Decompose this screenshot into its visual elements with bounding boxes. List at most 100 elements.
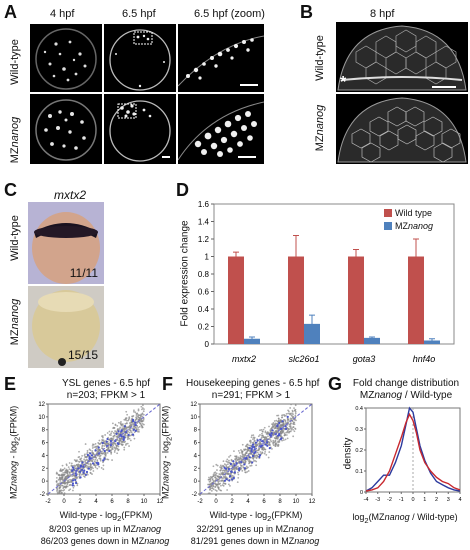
scatter-point (257, 435, 260, 438)
highlight-point (88, 456, 91, 459)
scatter-point (99, 454, 102, 457)
scatter-point (129, 427, 132, 430)
x-tick-label: 0 (214, 499, 218, 505)
highlight-point (75, 474, 78, 477)
x-tick-label: -2 (387, 497, 392, 503)
scatter-point (228, 456, 230, 458)
scatter-point (244, 448, 247, 451)
scatter-point (129, 439, 132, 442)
scatter-point (272, 444, 275, 447)
x-tick-label: -1 (399, 497, 404, 503)
y-tick-label: 6 (194, 441, 198, 447)
scatter-point (94, 458, 97, 461)
highlight-point (122, 438, 125, 441)
scatter-point (58, 474, 61, 476)
highlight-point (281, 420, 284, 423)
scatter-point (229, 472, 232, 475)
density-line (365, 412, 461, 492)
scatter-point (128, 437, 131, 440)
scatter-point (112, 435, 115, 438)
scatter-point (225, 470, 228, 473)
scatter-point (294, 404, 297, 407)
scatter-point (237, 476, 240, 479)
scatter-point (116, 424, 119, 427)
scatter-point (105, 448, 108, 451)
footer-pre: 32/291 genes up in MZ (196, 524, 289, 534)
scatter-point (99, 459, 102, 462)
scatter-point (121, 423, 123, 426)
scatter-point (142, 419, 145, 422)
scatter-point (239, 466, 242, 469)
scatter-point (268, 441, 271, 444)
scatter-point (220, 489, 223, 492)
scatter-point (71, 475, 74, 478)
highlight-point (228, 474, 232, 478)
scatter-point (282, 418, 285, 421)
scatter-point (96, 467, 99, 470)
scatter-point (253, 439, 256, 442)
highlight-point (251, 454, 255, 458)
scatter-point (118, 439, 120, 442)
scatter-point (268, 425, 270, 428)
panel-e-xlabel: Wild-type - log2(FPKM) (46, 510, 166, 523)
scatter-point (125, 410, 128, 413)
bar (304, 323, 320, 344)
scatter-point (115, 430, 118, 433)
scatter-point (249, 465, 252, 467)
scatter-point (268, 451, 271, 453)
highlight-point (117, 430, 120, 433)
scatter-point (210, 485, 213, 488)
scatter-point (96, 452, 99, 455)
scatter-point (120, 443, 123, 446)
scatter-point (74, 460, 77, 463)
y-tick-label: 0.6 (198, 288, 210, 297)
y-tick-label: 0 (360, 490, 363, 496)
scatter-point (236, 481, 239, 484)
highlight-point (71, 469, 74, 472)
y-tick-label: 12 (38, 402, 45, 408)
scatter-point (92, 470, 95, 472)
scatter-point (273, 436, 276, 439)
highlight-point (265, 441, 269, 444)
scatter-point (290, 422, 292, 425)
panel-b-title: 8 hpf (370, 8, 395, 20)
highlight-point (276, 425, 279, 428)
scatter-point (234, 458, 236, 461)
scatter-point (80, 460, 82, 462)
scatter-point (100, 467, 103, 469)
scatter-point (72, 486, 75, 489)
scatter-point (106, 442, 108, 445)
scatter-point (62, 471, 65, 474)
scatter-point (215, 483, 217, 486)
scatter-point (68, 462, 71, 464)
scatter-point (104, 454, 107, 457)
scatter-point (125, 428, 127, 431)
panel-f-footer1: 32/291 genes up in MZnanog (180, 524, 330, 534)
scatter-point (250, 436, 253, 439)
scatter-point (240, 467, 243, 470)
panel-e-footer2: 86/203 genes down in MZnanog (30, 536, 180, 546)
xlabel-mid: (MZ (368, 512, 385, 522)
scatter-point (216, 469, 218, 471)
scatter-point (259, 451, 262, 453)
scatter-point (280, 421, 283, 424)
scatter-point (249, 439, 252, 442)
scatter-point (277, 414, 280, 417)
panel-a-row-label-mz: MZnanog (9, 110, 21, 170)
scatter-point (263, 452, 266, 455)
scatter-point (248, 452, 251, 455)
scatter-point (123, 446, 126, 449)
scatter-point (89, 449, 92, 452)
in-situ-image-wt: 11/11 (28, 202, 104, 284)
scatter-point (72, 474, 75, 477)
highlight-point (123, 425, 127, 428)
highlight-point (224, 467, 228, 470)
scatter-point (222, 484, 225, 487)
scatter-point (210, 482, 212, 485)
micrograph-a-mz-4hpf (30, 94, 102, 164)
scatter-point (98, 439, 101, 442)
scatter-point (128, 424, 131, 427)
in-situ-count-wt: 11/11 (69, 266, 98, 280)
scatter-point (74, 465, 77, 467)
scatter-point (223, 463, 226, 466)
